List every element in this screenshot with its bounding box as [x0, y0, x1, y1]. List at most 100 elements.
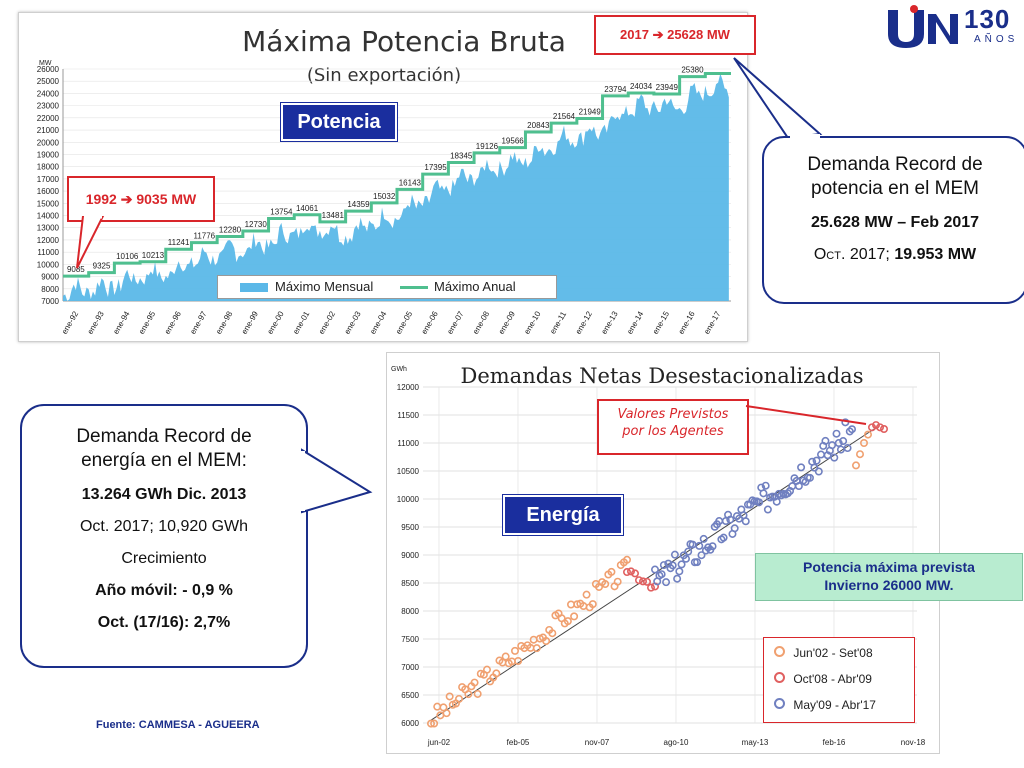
c2-data-point	[627, 567, 636, 576]
forecast-connector	[745, 405, 867, 425]
c2-xtick-label: feb-05	[507, 738, 530, 747]
c2-data-point	[677, 560, 686, 569]
c1-data-label: 25380	[681, 66, 704, 75]
energia-callout-oct: Oct. 2017; 10,920 GWh	[79, 518, 249, 535]
c2-forecast-point	[851, 461, 860, 470]
c2-data-point	[514, 656, 523, 665]
c1-xtick-label: ene-11	[548, 309, 568, 335]
record-2017-callout: 2017 ➔ 25628 MW	[594, 15, 756, 55]
c1-ytick-label: 20000	[37, 138, 60, 147]
c2-forecast-point	[863, 430, 872, 439]
c1-xtick-label: ene-09	[497, 309, 518, 336]
c2-data-point	[814, 467, 823, 476]
c2-data-point	[442, 709, 451, 718]
c2-ytick-label: 7000	[401, 663, 419, 672]
c2-data-point	[635, 576, 644, 585]
forecast-line2: por los Agentes	[622, 424, 724, 439]
energia-callout-growth: Crecimiento	[121, 550, 207, 567]
c2-data-point	[455, 694, 464, 703]
c2-forecast-point	[867, 423, 876, 432]
c2-data-point	[759, 489, 768, 498]
c2-data-point	[532, 644, 541, 653]
c1-data-label: 24034	[630, 82, 653, 91]
c2-trend-line	[430, 428, 875, 721]
c1-xtick-label: ene-93	[86, 309, 107, 336]
c1-xtick-label: ene-10	[522, 309, 543, 336]
legend2-item-3: May'09 - Abr'17	[774, 698, 876, 712]
c2-data-point	[659, 561, 668, 570]
c2-data-point	[695, 541, 704, 550]
source-note: Fuente: CAMMESA - AGUEERA	[96, 719, 260, 731]
energia-record-callout: Demanda Record de energía en el MEM: 13.…	[20, 404, 308, 668]
potencia-chart: Máxima Potencia Bruta (Sin exportación) …	[37, 25, 731, 336]
c1-data-label: 18345	[450, 151, 473, 160]
chart1-subtitle: (Sin exportación)	[307, 65, 461, 86]
c1-xtick-label: ene-96	[163, 309, 184, 336]
c2-ytick-label: 11000	[397, 439, 419, 448]
potencia-prevista-box: Potencia máxima prevista Invierno 26000 …	[755, 553, 1023, 601]
c2-data-point	[439, 703, 448, 712]
c2-data-point	[642, 577, 651, 586]
c2-data-point	[693, 558, 702, 567]
c2-ytick-label: 9000	[401, 551, 419, 560]
c2-data-point	[548, 629, 557, 638]
c1-monthly-area	[63, 73, 729, 301]
c1-xtick-label: ene-15	[651, 309, 672, 336]
c1-data-label: 9325	[93, 262, 111, 271]
c1-ytick-label: 23000	[37, 102, 60, 111]
c1-data-label: 23949	[656, 83, 679, 92]
c1-xtick-label: ene-14	[625, 309, 646, 336]
c2-data-point	[828, 441, 837, 450]
c2-forecast-point	[859, 439, 868, 448]
c2-ytick-label: 11500	[397, 411, 419, 420]
potencia-record-callout: Demanda Record de potencia en el MEM 25.…	[762, 136, 1024, 304]
potencia-callout-oct-value: 19.953 MW	[894, 246, 977, 263]
c2-data-point	[783, 489, 792, 498]
c2-xtick-label: jun-02	[427, 738, 451, 747]
c2-data-point	[529, 635, 538, 644]
c2-data-point	[426, 719, 435, 728]
c2-data-point	[631, 569, 640, 578]
legend2-dot-2	[774, 672, 785, 683]
c1-ytick-label: 26000	[37, 65, 60, 74]
c2-data-point	[511, 646, 520, 655]
c2-data-point	[730, 524, 739, 533]
c1-xtick-label: ene-03	[343, 309, 364, 336]
c2-data-point	[613, 577, 622, 586]
c2-ytick-label: 6000	[401, 719, 419, 728]
c1-ytick-label: 15000	[37, 199, 60, 208]
c2-ytick-label: 6500	[401, 691, 419, 700]
c2-xtick-label: may-13	[742, 738, 769, 747]
energia-chart-panel: Demandas Netas Desestacionalizadas GWh 6…	[386, 352, 1023, 754]
c1-data-label: 10213	[142, 251, 165, 260]
potencia-callout-oct: Oct. 2017; 19.953 MW	[764, 246, 1024, 264]
energia-chart: Demandas Netas Desestacionalizadas GWh 6…	[391, 364, 926, 747]
c1-xtick-label: ene-07	[445, 309, 466, 336]
c2-data-point	[821, 436, 830, 445]
c2-data-point	[646, 583, 655, 592]
c1-xtick-label: ene-08	[471, 309, 492, 336]
c2-xtick-label: nov-07	[585, 738, 610, 747]
potencia-prevista-line2: Invierno 26000 MW.	[824, 577, 954, 593]
c2-data-point	[650, 565, 659, 574]
energia-callout-year-mobile: Año móvil: - 0,9 %	[95, 582, 233, 599]
c2-data-point	[810, 463, 819, 472]
c1-ytick-label: 25000	[37, 77, 60, 86]
c1-xtick-label: ene-99	[240, 309, 261, 336]
potencia-badge: Potencia	[281, 103, 397, 141]
c2-data-point	[673, 574, 682, 583]
c2-ytick-label: 12000	[397, 383, 420, 392]
c1-data-label: 9085	[67, 265, 85, 274]
c2-data-point	[607, 567, 616, 576]
c1-xtick-label: ene-98	[214, 309, 235, 336]
c2-data-point	[839, 437, 848, 446]
c1-data-label: 14359	[347, 200, 370, 209]
c1-data-label: 19126	[476, 142, 499, 151]
energia-callout-line1: Demanda Record de	[76, 426, 252, 447]
c1-ytick-label: 19000	[37, 150, 60, 159]
record-2017-text: 2017 ➔ 25628 MW	[620, 27, 730, 42]
potencia-callout-line2: potencia en el MEM	[811, 178, 979, 199]
c1-data-label: 10106	[116, 252, 139, 261]
c2-data-point	[697, 551, 706, 560]
c1-data-label: 13481	[322, 211, 345, 220]
